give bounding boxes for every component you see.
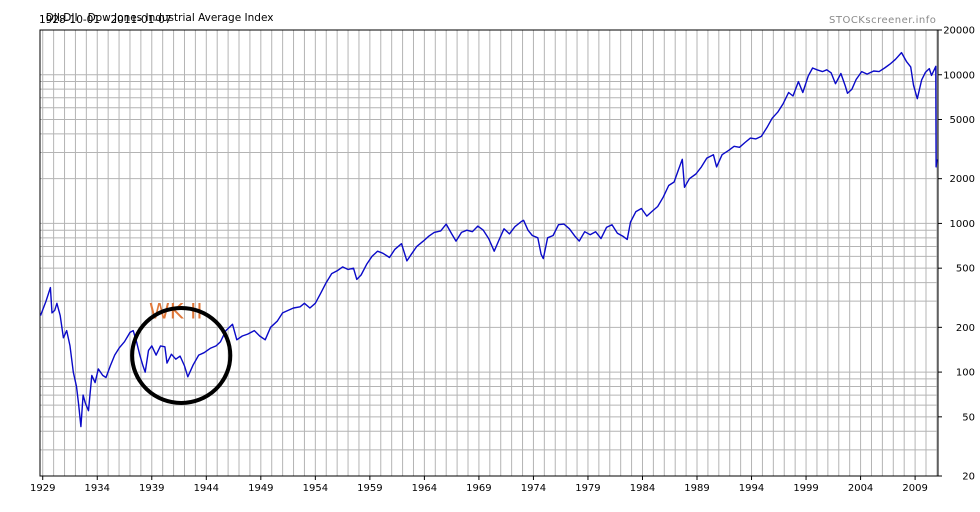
x-tick-label: 1964: [412, 483, 437, 494]
x-tick-label: 1939: [139, 483, 164, 494]
x-tick-label: 1954: [303, 483, 328, 494]
y-tick-label: 50: [962, 412, 975, 423]
y-axis-ticks: 20 50 100 200 500 1000 2000 5000 10000 20000: [938, 26, 975, 483]
annotation-layer: WK II: [130, 299, 233, 405]
x-tick-label: 1999: [793, 483, 818, 494]
x-tick-label: 1944: [194, 483, 219, 494]
x-tick-label: 1984: [630, 483, 655, 494]
symbol-label: DJI.DJI: [45, 12, 78, 24]
x-tick-label: 1969: [466, 483, 491, 494]
x-tick-label: 1974: [521, 483, 546, 494]
x-tick-label: 1934: [85, 483, 110, 494]
grid-lines: [40, 30, 938, 476]
y-tick-label: 500: [956, 264, 975, 275]
series-layer: [39, 51, 938, 428]
y-tick-label: 20000: [943, 26, 975, 37]
plot-frame: [39, 29, 939, 477]
chart-header-symbol-name: DJI.DJI Dow Jones Industrial Average Ind…: [39, 0, 274, 24]
y-tick-label: 2000: [950, 174, 975, 185]
y-tick-label: 20: [962, 472, 975, 483]
x-tick-label: 1994: [739, 483, 764, 494]
y-tick-label: 5000: [950, 115, 975, 126]
dow-jones-series-line: [39, 51, 938, 428]
x-tick-label: 2004: [848, 483, 873, 494]
date-range-label: 1928-10-01 - 2011-01-07: [39, 14, 172, 26]
x-tick-label: 1949: [248, 483, 273, 494]
x-tick-label: 2009: [902, 483, 927, 494]
index-name-label: Dow Jones Industrial Average Index: [87, 12, 274, 24]
x-axis-ticks: 1929 1934 1939 1944 1949 1954 1959 1964 1969 1974…: [30, 476, 928, 494]
annotation-circle: [130, 305, 233, 405]
x-tick-label: 1989: [684, 483, 709, 494]
y-tick-label: 100: [956, 368, 975, 379]
x-tick-label: 1959: [357, 483, 382, 494]
y-tick-label: 10000: [943, 70, 975, 81]
watermark-label: STOCKscreener.info: [829, 15, 937, 26]
x-tick-label: 1979: [575, 483, 600, 494]
x-tick-label: 1929: [30, 483, 55, 494]
y-tick-label: 200: [956, 323, 975, 334]
y-tick-label: 1000: [950, 219, 975, 230]
